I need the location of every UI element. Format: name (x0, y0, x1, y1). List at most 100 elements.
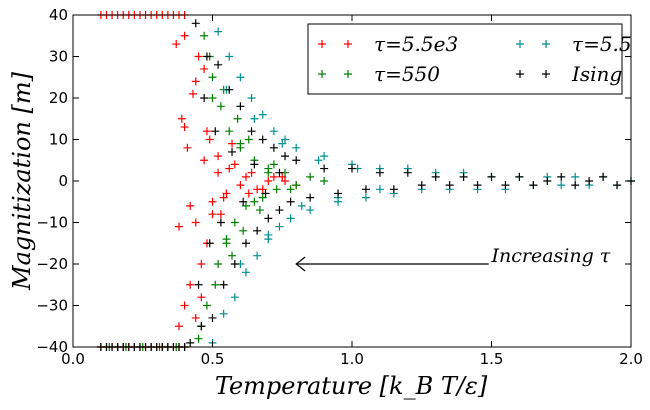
data-point (253, 251, 262, 260)
data-point (230, 218, 239, 227)
data-point (334, 189, 343, 198)
data-point (219, 309, 228, 318)
data-point (258, 185, 267, 194)
data-point (177, 114, 186, 123)
data-point (200, 94, 209, 102)
data-point (275, 222, 284, 231)
data-point (200, 156, 209, 165)
legend-marker (318, 70, 326, 78)
data-point (222, 189, 231, 198)
data-point (228, 147, 237, 156)
data-point (175, 322, 184, 331)
legend-entry: τ=5.5e3 (318, 32, 458, 56)
data-point (529, 181, 538, 190)
data-point (306, 206, 315, 215)
data-point (571, 181, 580, 190)
data-point (487, 172, 496, 181)
data-point (230, 160, 239, 169)
data-point (250, 197, 259, 206)
data-point (202, 127, 211, 136)
y-tick-label: −30 (36, 297, 68, 315)
data-point (247, 127, 256, 136)
data-point (286, 185, 295, 194)
axis-ticks (72, 14, 632, 348)
data-point (186, 201, 195, 210)
data-point (191, 19, 200, 28)
data-point (306, 193, 315, 202)
data-point (278, 172, 287, 181)
data-point (191, 218, 200, 227)
data-point (216, 102, 225, 111)
data-point (244, 189, 253, 198)
data-point (292, 181, 301, 190)
data-point (194, 280, 203, 289)
data-point (543, 177, 552, 185)
data-point (557, 172, 566, 181)
data-point (239, 226, 248, 235)
y-axis-label: Magnitization [m] (8, 71, 36, 291)
data-point (348, 164, 356, 173)
data-point (269, 160, 278, 169)
data-point (186, 338, 195, 347)
data-point (275, 206, 284, 215)
data-point (214, 152, 223, 161)
legend-marker (516, 40, 524, 48)
legend-entry: Ising (516, 62, 622, 86)
data-point (403, 168, 412, 177)
data-point (286, 214, 295, 223)
legend-entry: τ=5.5 (516, 32, 632, 56)
data-point (241, 201, 250, 210)
data-point (175, 222, 184, 231)
data-point (211, 280, 220, 289)
data-point (200, 31, 209, 40)
legend: τ=5.5e3 τ=550 τ=5.5 Ising (307, 23, 632, 95)
data-point (194, 52, 203, 61)
data-point (292, 143, 301, 152)
legend-label: Ising (571, 62, 622, 86)
data-point (228, 139, 237, 148)
y-tick-label: 30 (49, 48, 68, 66)
data-point (515, 172, 524, 181)
data-point (255, 206, 264, 215)
data-point (236, 102, 245, 111)
data-point (599, 172, 608, 181)
data-point (225, 52, 234, 61)
data-point (194, 334, 203, 343)
data-point (219, 280, 228, 289)
y-tick-label: 40 (49, 6, 68, 24)
data-point (264, 168, 273, 177)
legend-label: τ=5.5 (572, 32, 632, 56)
data-point (214, 168, 223, 177)
data-point (361, 193, 370, 202)
data-point (200, 64, 209, 73)
data-point (225, 85, 234, 94)
legend-entry: τ=550 (318, 62, 440, 86)
data-point (186, 280, 195, 289)
data-point (241, 268, 250, 277)
data-point (202, 301, 211, 310)
data-point (197, 322, 206, 331)
data-point (172, 40, 181, 49)
data-point (239, 197, 248, 206)
data-point (180, 301, 189, 310)
data-point (205, 239, 214, 248)
y-tick-label: 0 (58, 172, 68, 190)
annotation-arrowhead (295, 256, 306, 272)
data-point (253, 226, 262, 235)
data-point (208, 210, 217, 219)
data-point (214, 260, 223, 268)
data-point (417, 181, 426, 190)
series-points (96, 31, 329, 351)
y-tick-label: 10 (49, 131, 68, 149)
data-point (188, 89, 197, 98)
x-tick-label: 0.5 (201, 350, 225, 368)
data-point (180, 31, 189, 40)
data-point (236, 73, 245, 82)
data-point (219, 193, 228, 202)
data-point (236, 181, 245, 190)
data-point (214, 60, 223, 69)
data-point (258, 193, 267, 202)
data-point (264, 230, 273, 239)
series-points (208, 27, 635, 347)
